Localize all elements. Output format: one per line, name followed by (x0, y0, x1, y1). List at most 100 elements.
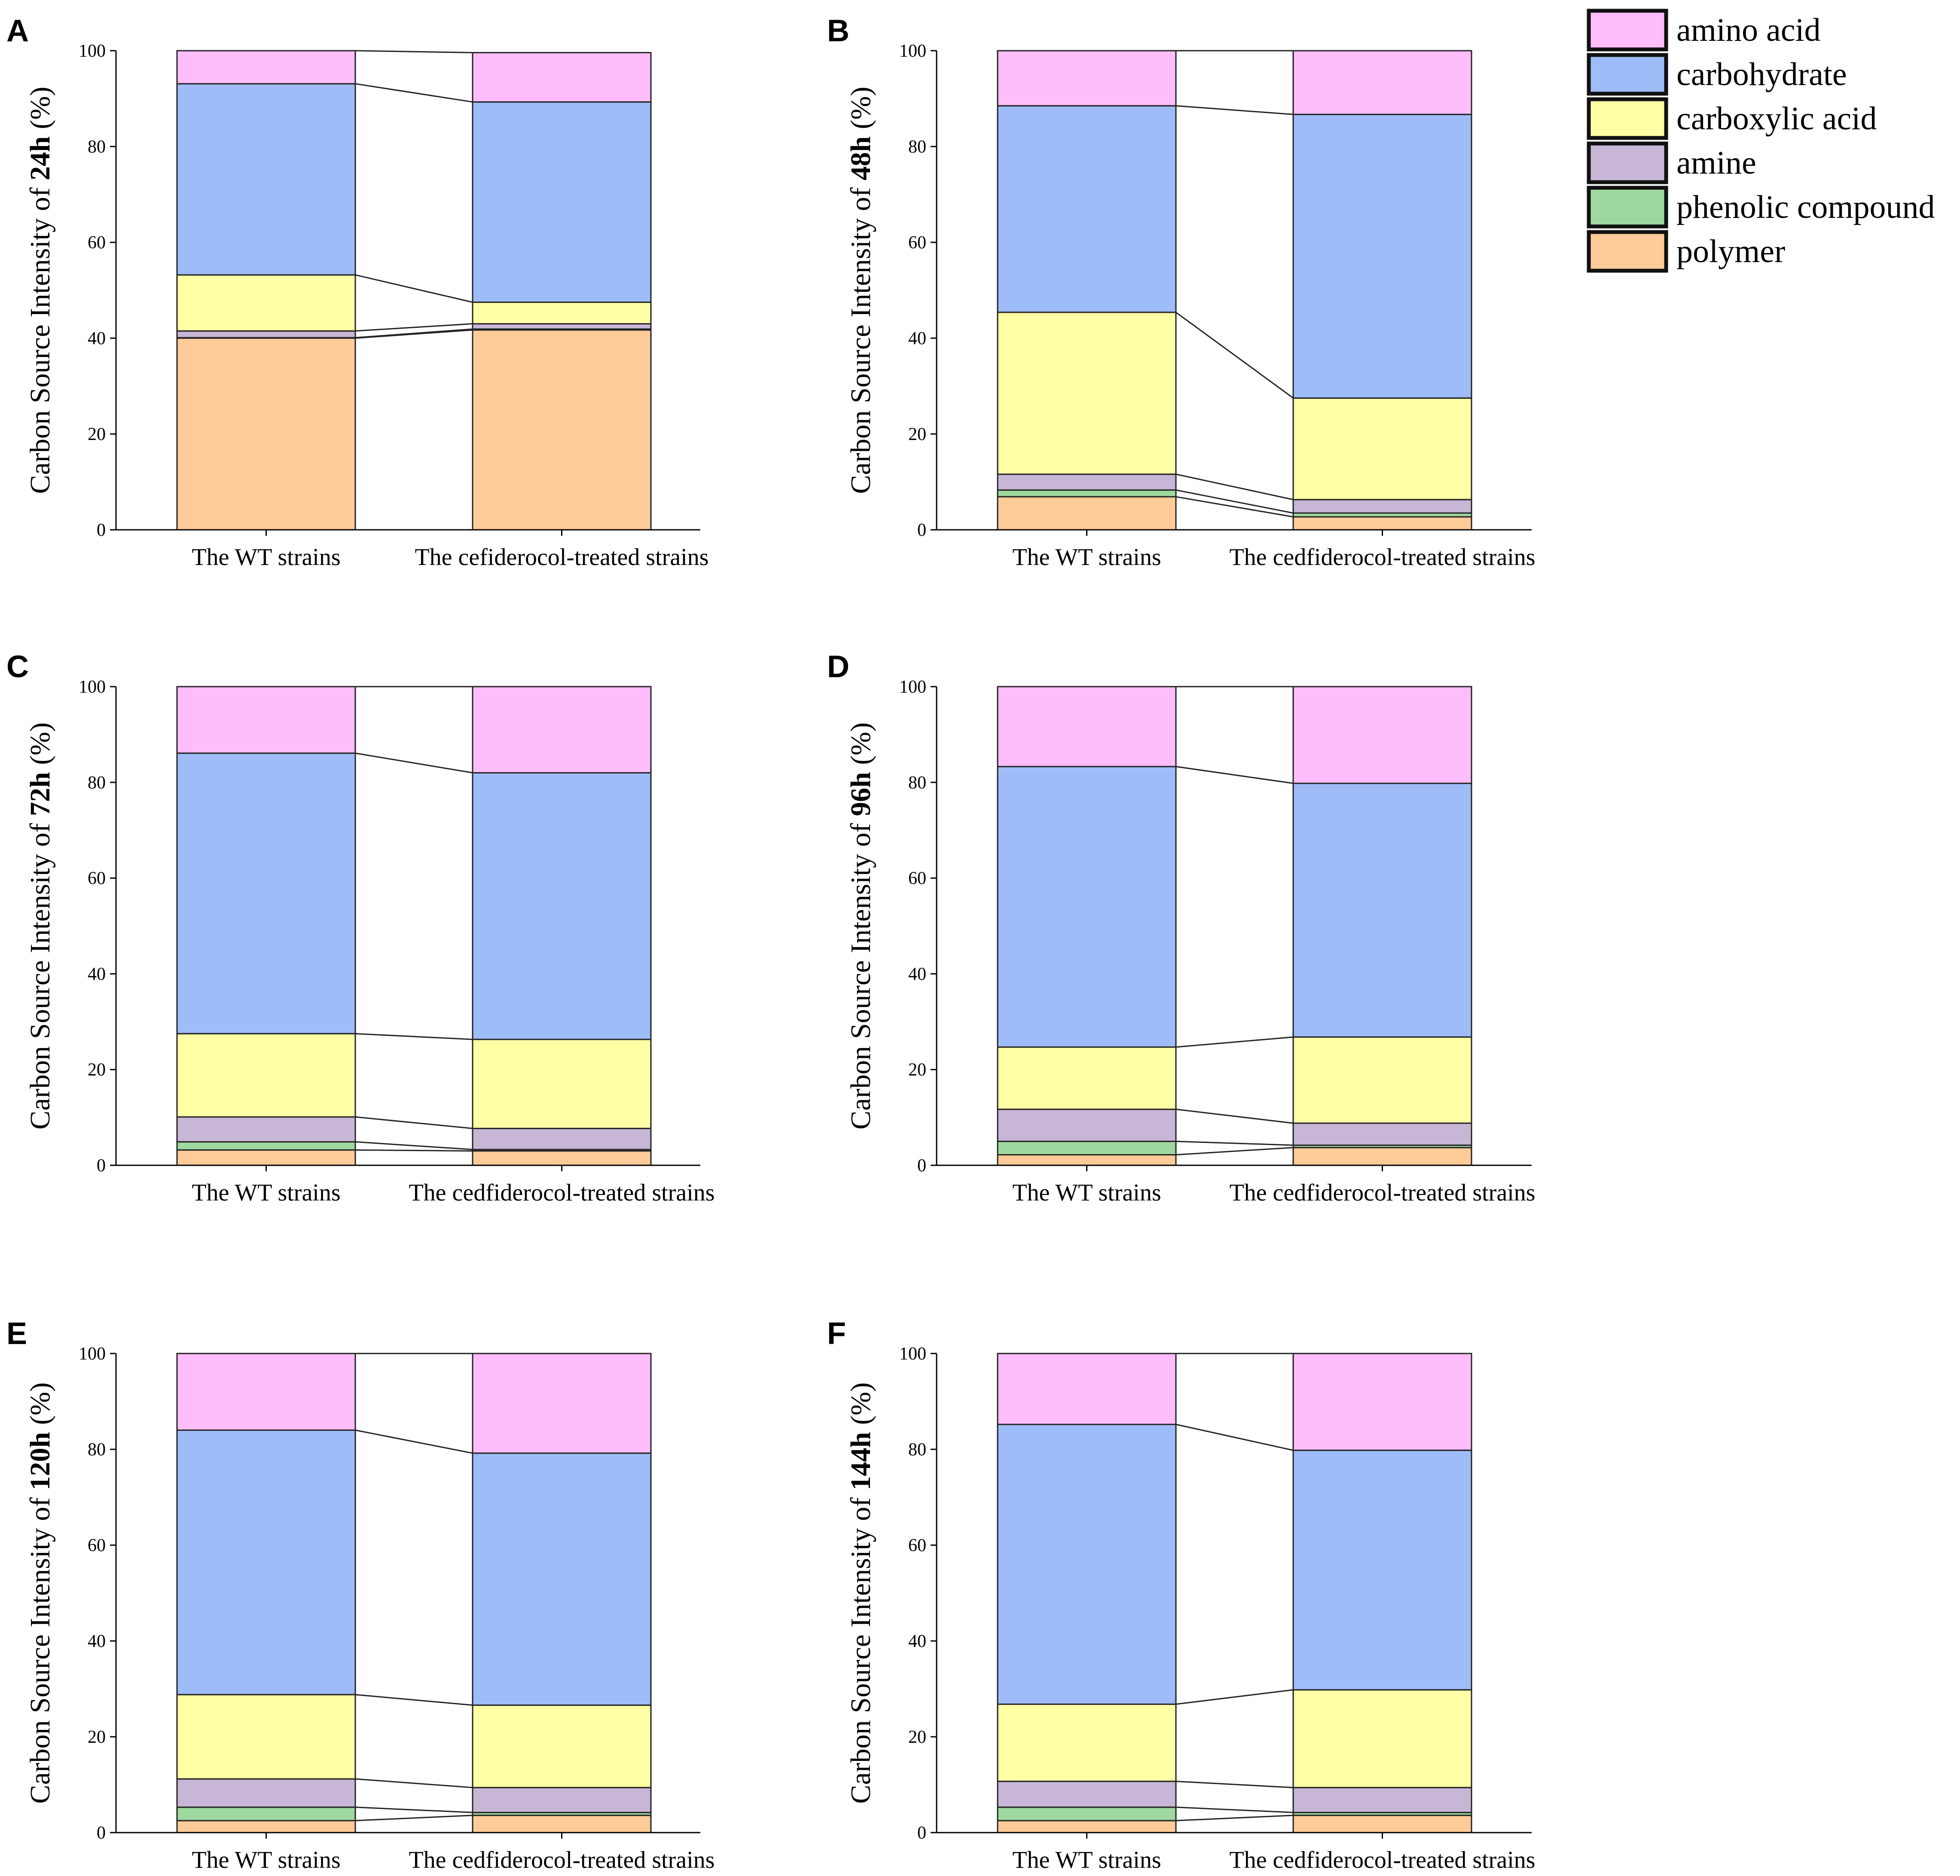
bar-segment-polymer (176, 1149, 356, 1166)
bar-segment-polymer (997, 1154, 1177, 1166)
bar-segment-polymer (997, 496, 1177, 531)
y-axis-label-suffix: (%) (24, 1382, 56, 1432)
bar-segment-amine (1292, 1122, 1472, 1146)
connector-line (1175, 1147, 1294, 1155)
connector-line (1175, 766, 1294, 784)
y-axis-label-prefix: Carbon Source Intensity of (845, 816, 876, 1130)
y-axis-label-prefix: Carbon Source Intensity of (845, 1490, 876, 1804)
bar-segment-carbohydrate (997, 766, 1177, 1048)
panel-e: E 0 20 40 60 80 100 The WT strains The cedfidero… (6, 1317, 715, 1873)
bar-segment-carbohydrate (1292, 1449, 1472, 1691)
panel-letter: F (827, 1317, 846, 1351)
connector-line (355, 1429, 473, 1454)
bar-segment-carboxylic-acid (997, 312, 1177, 475)
connector-line (355, 323, 473, 332)
bar-segment-phenolic-compound (176, 1141, 356, 1151)
bar-segment-amine (997, 1109, 1177, 1142)
connector-line (355, 1033, 473, 1040)
connector-line (355, 1694, 473, 1706)
panel-letter: C (6, 650, 29, 684)
connector-line (355, 328, 473, 339)
bar-segment-amine (176, 1116, 356, 1143)
y-tick-label: 100 (79, 1344, 106, 1364)
y-axis-label-suffix: (%) (845, 1382, 876, 1432)
y-tick-label: 100 (899, 41, 926, 61)
panel-letter: B (827, 14, 849, 48)
bar-segment-amine (176, 1778, 356, 1808)
y-axis-label-time: 48h (845, 136, 876, 180)
y-tick-label: 20 (88, 1060, 106, 1080)
y-tick-label: 40 (908, 1632, 926, 1651)
bar-segment-carboxylic-acid (472, 1704, 652, 1788)
x-tick-label: The WT strains (192, 1847, 340, 1873)
legend-swatch (1587, 141, 1668, 184)
y-axis-label-prefix: Carbon Source Intensity of (24, 816, 56, 1130)
bar-segment-amino-acid (997, 1353, 1177, 1425)
bar-segment-carbohydrate (176, 752, 356, 1035)
chart-panels: A 0 20 40 60 80 100 The WT strains The cefideroc… (6, 14, 1536, 1873)
bar-1 (997, 1353, 1177, 1833)
y-tick-label: 80 (88, 1440, 106, 1460)
y-axis-label: Carbon Source Intensity of 96h (%) (845, 722, 876, 1130)
connector-line (1175, 474, 1294, 501)
legend-item-amine: amine (1587, 141, 1756, 184)
bar-segment-amine (472, 1787, 652, 1813)
x-tick-label: The WT strains (192, 544, 340, 571)
y-axis-label-prefix: Carbon Source Intensity of (845, 180, 876, 494)
bar-2 (1292, 686, 1472, 1166)
connector-line (1175, 1806, 1294, 1813)
y-tick-label: 80 (88, 137, 106, 157)
y-axis-label: Carbon Source Intensity of 72h (%) (24, 722, 56, 1130)
y-axis-label-time: 144h (845, 1432, 876, 1491)
x-tick-label: The WT strains (1012, 1847, 1161, 1873)
bar-segment-polymer (472, 329, 652, 531)
y-axis-label-time: 72h (24, 772, 56, 816)
panel-letter: D (827, 650, 849, 684)
legend-swatch (1587, 53, 1668, 96)
y-tick-label: 20 (908, 425, 926, 444)
bar-1 (176, 50, 356, 531)
y-tick-label: 60 (88, 1536, 106, 1555)
bar-2 (1292, 50, 1472, 531)
bar-segment-carbohydrate (1292, 113, 1472, 399)
y-axis-label-prefix: Carbon Source Intensity of (24, 180, 56, 494)
bar-1 (176, 686, 356, 1166)
bar-segment-carbohydrate (997, 105, 1177, 313)
connector-line (1175, 312, 1294, 399)
legend-swatch (1587, 9, 1668, 52)
bar-segment-amino-acid (1292, 50, 1472, 115)
x-tick-label: The cedfiderocol-treated strains (409, 1847, 714, 1873)
bar-segment-polymer (1292, 1815, 1472, 1833)
legend-item-amino-acid: amino acid (1587, 9, 1821, 52)
bar-segment-carboxylic-acid (997, 1046, 1177, 1110)
bar-segment-amine (1292, 1787, 1472, 1813)
connector-line (1175, 105, 1294, 115)
y-tick-label: 0 (917, 520, 926, 540)
legend-swatch (1587, 230, 1668, 273)
bar-segment-polymer (176, 337, 356, 531)
bar-segment-amino-acid (472, 52, 652, 103)
bar-1 (997, 50, 1177, 531)
panel-letter: A (6, 14, 29, 48)
y-tick-label: 0 (917, 1823, 926, 1843)
connector-line (1175, 1424, 1294, 1451)
bar-segment-polymer (472, 1815, 652, 1833)
bar-segment-polymer (1292, 516, 1472, 531)
legend-swatch (1587, 186, 1668, 229)
legend-item-carbohydrate: carbohydrate (1587, 53, 1847, 96)
bar-segment-carboxylic-acid (176, 1694, 356, 1780)
x-tick-label: The cedfiderocol-treated strains (1229, 1847, 1535, 1873)
y-tick-label: 20 (88, 1727, 106, 1747)
legend-label: carbohydrate (1676, 56, 1847, 92)
panel-d: D 0 20 40 60 80 100 The WT strains The cedfidero… (827, 650, 1536, 1206)
y-axis-label: Carbon Source Intensity of 24h (%) (24, 87, 56, 494)
bar-segment-polymer (472, 1150, 652, 1166)
y-axis-label: Carbon Source Intensity of 48h (%) (845, 87, 876, 494)
y-tick-label: 60 (88, 869, 106, 889)
bar-segment-amine (1292, 499, 1472, 514)
bar-segment-carboxylic-acid (1292, 1036, 1472, 1124)
legend-label: carboxylic acid (1676, 101, 1877, 137)
y-tick-label: 0 (97, 520, 106, 540)
connector-line (355, 1815, 473, 1821)
